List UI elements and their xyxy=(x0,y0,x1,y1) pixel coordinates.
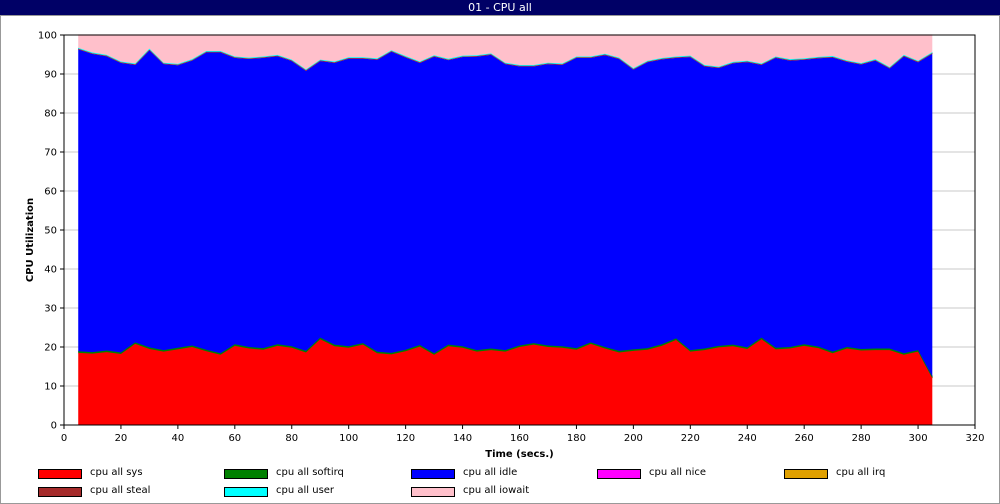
x-tick-label: 0 xyxy=(61,433,67,444)
x-axis-label: Time (secs.) xyxy=(485,449,554,460)
series-area xyxy=(78,35,933,70)
legend-swatch xyxy=(597,469,641,479)
legend-swatch xyxy=(38,469,82,479)
y-tick-label: 70 xyxy=(44,148,57,159)
y-tick-label: 50 xyxy=(44,226,57,237)
x-tick-label: 20 xyxy=(115,433,128,444)
x-tick-label: 220 xyxy=(681,433,700,444)
x-axis-ticks: 0 20 40 60 80 100 120 140 160 180 200 220 240 260 280 3… xyxy=(61,425,985,444)
y-axis-ticks: 0 10 20 30 40 50 60 70 80 90 100 xyxy=(38,31,64,432)
x-tick-label: 240 xyxy=(738,433,757,444)
legend-label: cpu all irq xyxy=(836,467,886,478)
series-areas xyxy=(78,34,933,425)
x-tick-label: 40 xyxy=(172,433,185,444)
legend-label: cpu all iowait xyxy=(463,485,530,496)
y-axis-label: CPU Utilization xyxy=(25,198,36,282)
y-tick-label: 80 xyxy=(44,109,57,120)
legend-swatch xyxy=(224,487,268,497)
x-tick-label: 180 xyxy=(567,433,586,444)
legend-swatch xyxy=(224,469,268,479)
y-tick-label: 0 xyxy=(51,421,57,432)
legend-swatch xyxy=(411,469,455,479)
legend-label: cpu all softirq xyxy=(276,467,344,478)
legend-label: cpu all steal xyxy=(90,485,151,496)
x-tick-label: 60 xyxy=(228,433,241,444)
x-tick-label: 200 xyxy=(624,433,643,444)
y-tick-label: 90 xyxy=(44,70,57,81)
x-tick-label: 280 xyxy=(852,433,871,444)
x-tick-label: 320 xyxy=(965,433,984,444)
legend-swatch xyxy=(38,487,82,497)
legend-swatch xyxy=(411,487,455,497)
x-tick-label: 140 xyxy=(453,433,472,444)
y-tick-label: 40 xyxy=(44,265,57,276)
y-tick-label: 60 xyxy=(44,187,57,198)
legend-label: cpu all user xyxy=(276,485,335,496)
y-tick-label: 100 xyxy=(38,31,57,42)
legend-swatch xyxy=(784,469,828,479)
x-tick-label: 300 xyxy=(909,433,928,444)
legend-label: cpu all sys xyxy=(90,467,143,478)
x-tick-label: 100 xyxy=(339,433,358,444)
legend-label: cpu all nice xyxy=(649,467,706,478)
series-area xyxy=(78,339,933,425)
x-tick-label: 260 xyxy=(795,433,814,444)
x-tick-label: 120 xyxy=(396,433,415,444)
chart-legend: cpu all sys cpu all softirq cpu all idle cp… xyxy=(0,460,1000,504)
x-tick-label: 160 xyxy=(510,433,529,444)
y-tick-label: 30 xyxy=(44,304,57,315)
window-title: 01 - CPU all xyxy=(0,0,1000,15)
cpu-utilization-chart: 0 10 20 30 40 50 60 70 80 90 100 0 20 40 60 80 100 120 14… xyxy=(25,31,985,461)
legend-label: cpu all idle xyxy=(463,467,518,478)
x-tick-label: 80 xyxy=(285,433,298,444)
y-tick-label: 10 xyxy=(44,382,57,393)
series-area xyxy=(78,48,933,377)
y-tick-label: 20 xyxy=(44,343,57,354)
